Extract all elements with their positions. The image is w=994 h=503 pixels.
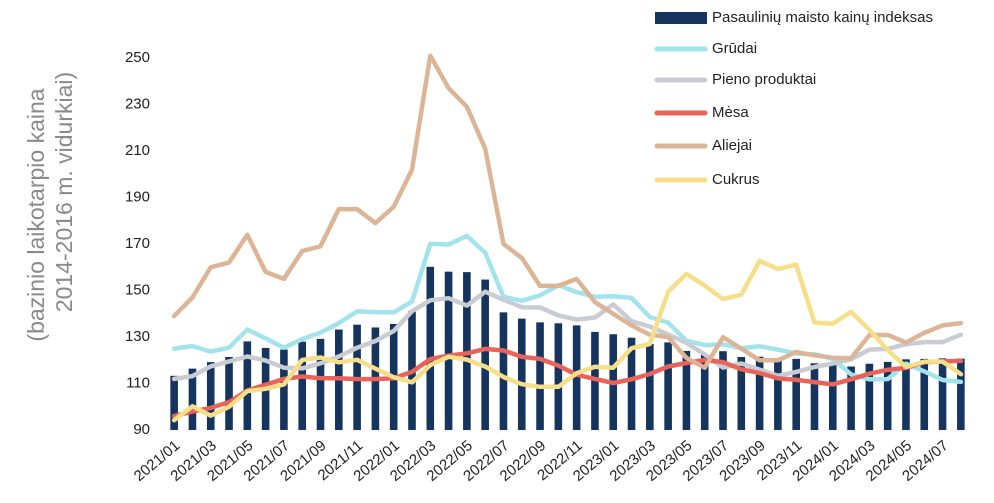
y-tick-label: 150 — [125, 281, 150, 298]
bar — [225, 356, 233, 430]
legend-label: Grūdai — [712, 40, 757, 57]
legend-swatch — [655, 12, 707, 24]
bar — [938, 358, 947, 430]
y-axis-label: (bazinio laikotarpio kaina — [23, 88, 49, 341]
y-tick-label: 210 — [125, 142, 150, 159]
y-tick-label: 170 — [125, 235, 150, 252]
line — [171, 346, 964, 419]
legend-label: Pasaulinių maisto kainų indeksas — [712, 9, 933, 26]
line — [171, 289, 964, 382]
bar — [206, 362, 215, 430]
legend-label: Mėsa — [712, 104, 749, 121]
line — [171, 258, 964, 423]
bar — [700, 354, 709, 430]
bar — [627, 337, 636, 430]
bar — [810, 363, 819, 430]
bar — [554, 323, 563, 430]
bar — [828, 364, 837, 430]
y-axis-label: 2014-2016 m. vidurkiai) — [51, 72, 77, 312]
bar — [774, 358, 782, 430]
bar — [536, 322, 544, 430]
bar — [316, 338, 325, 430]
bar — [737, 356, 746, 430]
y-tick-label: 230 — [125, 95, 150, 112]
bar — [243, 341, 252, 430]
legend-label: Aliejai — [712, 137, 752, 154]
bar — [719, 351, 727, 430]
bar — [920, 358, 929, 430]
bar — [481, 279, 489, 430]
bar — [902, 359, 910, 430]
bar — [188, 368, 197, 430]
y-tick-label: 190 — [125, 188, 150, 205]
bar — [517, 318, 526, 430]
bar — [792, 358, 800, 430]
legend-label: Cukrus — [712, 171, 760, 188]
bar — [444, 271, 453, 430]
bar — [883, 361, 892, 430]
bar — [646, 343, 654, 430]
bar — [847, 366, 855, 430]
bar — [426, 266, 435, 430]
legend-label: Pieno produktai — [712, 71, 816, 88]
line — [171, 53, 964, 370]
bar — [755, 356, 764, 430]
bar — [682, 350, 691, 430]
y-tick-label: 110 — [126, 374, 150, 391]
y-tick-label: 250 — [125, 49, 150, 66]
bar — [170, 375, 178, 430]
bar — [865, 363, 874, 430]
y-tick-label: 130 — [125, 328, 150, 345]
bar — [957, 358, 965, 430]
bar — [298, 341, 307, 430]
bar — [499, 312, 508, 430]
y-tick-label: 90 — [133, 421, 150, 438]
bar — [664, 342, 672, 430]
bar — [572, 325, 581, 430]
bar — [280, 349, 288, 430]
